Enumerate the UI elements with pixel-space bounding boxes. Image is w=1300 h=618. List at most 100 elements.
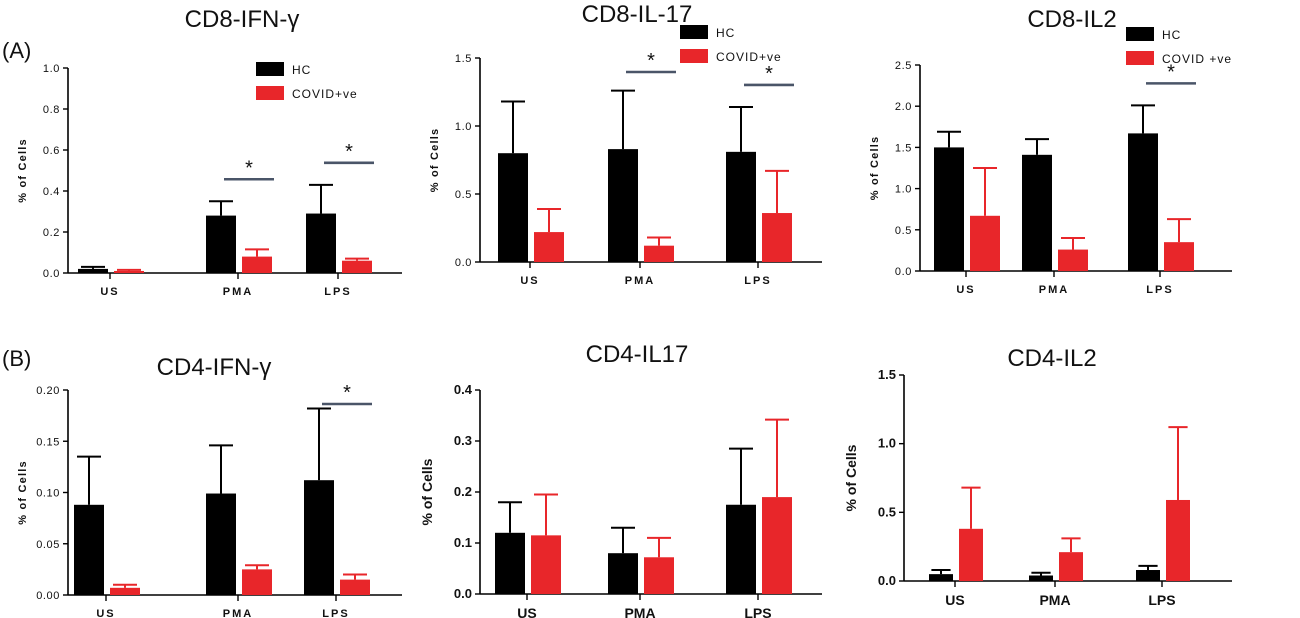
legend-label-covid: COVID +ve <box>1162 52 1232 66</box>
x-tick-label: PMA <box>1039 592 1070 608</box>
bar-hc-us <box>495 532 525 594</box>
bar-hc-us <box>929 574 953 581</box>
y-tick-label: 2.0 <box>895 101 912 113</box>
y-tick-label: 1.5 <box>455 53 472 65</box>
bar-covid-pma <box>1059 552 1083 581</box>
y-tick-label: 0.20 <box>36 385 60 397</box>
y-tick-label: 0.5 <box>895 225 912 237</box>
bar-covid-pma <box>1058 249 1088 271</box>
x-tick-label: PMA <box>625 275 655 287</box>
bar-covid-us <box>959 528 983 581</box>
y-axis-label: % of Cells <box>869 136 881 201</box>
bar-hc-lps <box>726 504 756 594</box>
y-tick-label: 2.5 <box>895 60 912 72</box>
legend-swatch-hc <box>1126 27 1154 41</box>
y-tick-label: 1.5 <box>895 142 912 154</box>
bar-hc-pma <box>1029 575 1053 581</box>
chart-panel-6: CD4-IL2 0.0 0.5 1.0 1.5 % of Cells US PMA LPS <box>843 345 1232 608</box>
x-tick-label: US <box>945 592 964 608</box>
chart-panel-2: CD8-IL-17 0.0 0.5 1.0 1.5 % of Cells US PMA LPS *… <box>429 1 822 287</box>
legend-swatch-hc <box>256 62 284 76</box>
bar-covid-lps <box>762 213 792 262</box>
bar-hc-pma <box>206 493 236 595</box>
bar-covid-lps <box>762 497 792 594</box>
bar-covid-us <box>110 587 140 595</box>
bar-hc-lps <box>304 480 334 595</box>
bar-hc-us <box>74 504 104 595</box>
y-tick-label: 0.3 <box>454 433 472 448</box>
legend-swatch-covid <box>680 49 708 63</box>
chart-panel-5: CD4-IL17 0.0 0.1 0.2 0.3 0.4 % of Cells US PMA LP… <box>419 341 822 618</box>
x-tick-label: PMA <box>223 286 253 298</box>
x-tick-label: LPS <box>744 605 771 618</box>
bar-hc-pma <box>608 149 638 262</box>
y-tick-label: 0.5 <box>455 189 472 201</box>
y-tick-label: 0.8 <box>43 104 60 116</box>
bar-covid-pma <box>644 245 674 262</box>
y-tick-label: 0.00 <box>36 590 60 602</box>
legend-swatch-covid <box>1126 51 1154 65</box>
legend-swatch-covid <box>256 86 284 100</box>
y-tick-label: 1.0 <box>878 436 896 451</box>
bar-covid-us <box>534 232 564 262</box>
significance-star: * <box>765 63 773 85</box>
x-tick-label: LPS <box>1148 592 1175 608</box>
chart-title: CD4-IFN-γ <box>157 354 272 381</box>
y-axis-label: % of Cells <box>17 138 29 203</box>
x-tick-label: PMA <box>624 605 655 618</box>
legend-label-covid: COVID+ve <box>716 50 782 64</box>
significance-star: * <box>1167 61 1175 83</box>
x-tick-label: US <box>96 608 115 618</box>
y-tick-label: 1.0 <box>895 184 912 196</box>
y-tick-label: 1.0 <box>455 121 472 133</box>
significance-star: * <box>647 50 655 72</box>
bar-hc-pma <box>1022 154 1052 271</box>
bar-hc-us <box>78 268 108 273</box>
legend-label-hc: HC <box>1162 28 1181 42</box>
y-tick-label: 0.0 <box>895 266 912 278</box>
panel-label-b: (B) <box>2 346 32 371</box>
y-tick-label: 1.0 <box>43 63 60 75</box>
y-axis-label: % of Cells <box>429 128 441 193</box>
bar-hc-us <box>498 153 528 262</box>
y-tick-label: 0.5 <box>878 504 896 519</box>
bar-covid-lps <box>1164 242 1194 271</box>
bar-covid-us <box>970 215 1000 271</box>
y-tick-label: 0.2 <box>454 484 472 499</box>
legend-label-hc: HC <box>716 26 735 40</box>
bar-covid-lps <box>1166 499 1190 581</box>
bar-covid-us <box>114 270 144 273</box>
chart-panel-1: CD8-IFN-γ 0.0 0.2 0.4 0.6 0.8 1.0 % of Cells US P… <box>17 6 402 298</box>
bar-covid-us <box>531 535 561 594</box>
bar-covid-lps <box>342 260 372 273</box>
y-tick-label: 0.0 <box>454 586 472 601</box>
panel-label-a: (A) <box>2 38 32 63</box>
y-axis-label: % of Cells <box>419 458 435 525</box>
y-tick-label: 0.4 <box>454 382 473 397</box>
chart-panel-3: CD8-IL2 0.0 0.5 1.0 1.5 2.0 2.5 % of Cells US PMA… <box>869 6 1232 296</box>
x-tick-label: LPS <box>744 275 771 287</box>
y-tick-label: 0.2 <box>43 227 60 239</box>
bar-hc-pma <box>206 215 236 273</box>
y-tick-label: 0.6 <box>43 145 60 157</box>
bar-covid-lps <box>340 579 370 595</box>
bar-hc-lps <box>1136 570 1160 581</box>
y-tick-label: 0.0 <box>43 268 60 280</box>
chart-title: CD8-IFN-γ <box>185 6 300 33</box>
x-tick-label: PMA <box>1039 284 1069 296</box>
chart-title: CD8-IL-17 <box>582 1 693 28</box>
chart-title: CD4-IL17 <box>586 341 689 368</box>
y-axis-label: % of Cells <box>17 460 29 525</box>
legend-label-hc: HC <box>292 63 311 77</box>
significance-star: * <box>245 157 253 179</box>
bar-hc-pma <box>608 553 638 594</box>
bar-hc-lps <box>1128 133 1158 271</box>
x-tick-label: US <box>956 284 975 296</box>
x-tick-label: LPS <box>322 608 349 618</box>
bar-hc-us <box>934 147 964 271</box>
y-tick-label: 0.10 <box>36 488 60 500</box>
bar-hc-lps <box>726 151 756 262</box>
significance-star: * <box>345 141 353 163</box>
x-tick-label: US <box>100 286 119 298</box>
